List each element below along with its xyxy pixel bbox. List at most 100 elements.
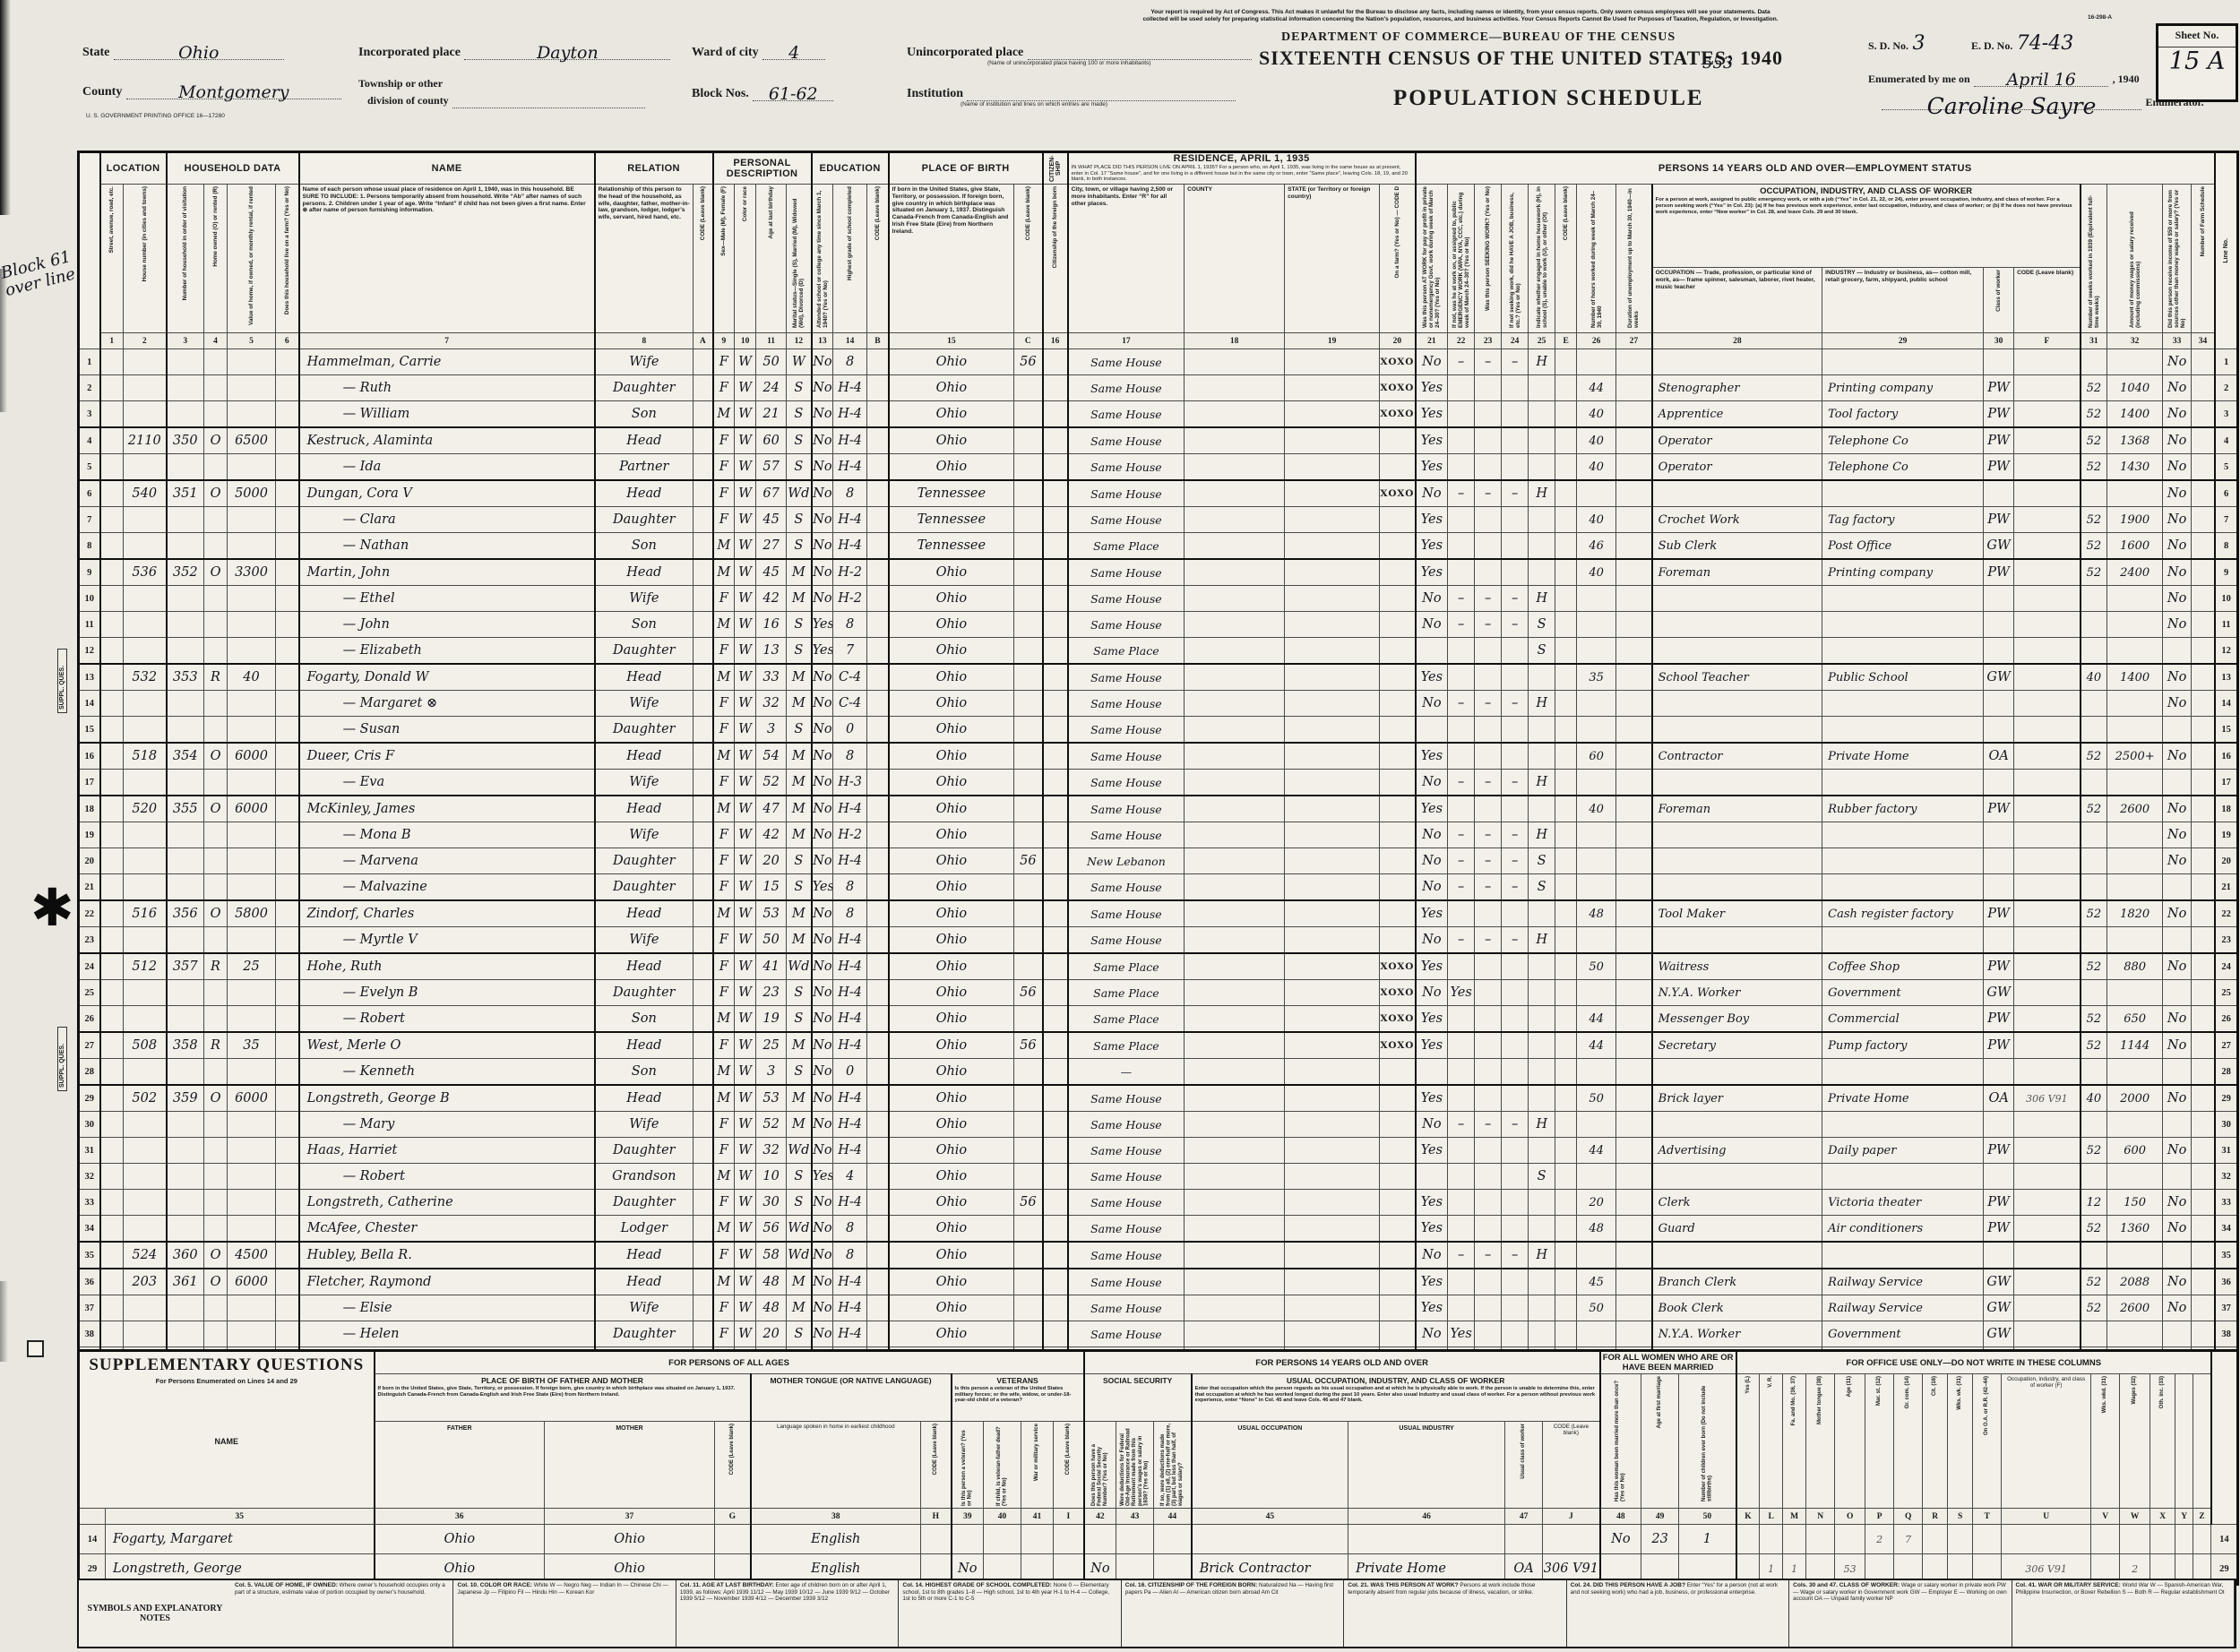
cell-occ: School Teacher [1650,663,1823,691]
cell-name: — Mary [297,1111,596,1138]
household-check-box[interactable] [27,1340,44,1357]
cell-own [203,822,228,848]
cell-age: 50 [755,348,788,375]
cell-house [122,637,168,665]
cell-sch: Yes [810,1163,834,1190]
cell-farm [275,848,300,874]
cell-c22: – [1447,690,1476,717]
cell-wage [2106,479,2164,507]
cell-st [1284,453,1381,481]
cell-occ: Crochet Work [1650,506,1823,533]
cell-cit [1041,1058,1069,1086]
cell-sex: M [711,1058,736,1086]
cell-c21: No [1414,585,1449,612]
cell-city: Same House [1066,426,1185,454]
cell-c25 [1528,532,1556,560]
cell-c25 [1528,979,1556,1006]
col-desc-ind: INDUSTRY — Industry or business, as— cot… [1822,267,1985,333]
cell-fs [2191,558,2216,586]
cell-fD: XOXO [1379,1005,1417,1033]
cell-cE [1555,532,1578,560]
cell-hrs: 44 [1576,374,1617,401]
cell-val [227,1189,277,1216]
cell-rel: Wife [593,822,694,848]
suppl-desc-Q: Gr. com. (14) [1893,1373,1924,1509]
cell-cE [1555,1163,1578,1190]
cell-age: 13 [755,637,788,665]
cell-hrs [1576,1321,1617,1347]
cell-bpl: Ohio [887,873,1015,901]
cell-street [99,900,124,927]
cell-hrs: 50 [1576,1295,1617,1321]
cell-age: 41 [755,952,788,980]
cell-bpl: Ohio [887,1268,1015,1295]
suppl-col-num-N: N [1805,1508,1836,1525]
cell-hrs [1576,873,1617,901]
cell-street [99,979,124,1006]
cell-cC [1013,506,1044,533]
suppl-col-num-v41: 41 [1021,1508,1055,1525]
cell-cnty [1184,400,1286,428]
suppl-col-num-w48: 48 [1598,1508,1642,1525]
cell-cit [1041,1031,1069,1059]
cell-mar: M [786,1031,813,1059]
cell-city: Same House [1066,1189,1185,1216]
cell-cnty [1184,1241,1286,1269]
cell-race: W [734,690,757,717]
cell-street [99,1085,124,1112]
cell-c21: Yes [1414,1268,1449,1295]
cell-c24 [1501,506,1529,533]
cell-c23: – [1474,873,1503,901]
cell-cC: 56 [1013,1031,1044,1059]
cell-cit [1041,742,1069,770]
suppl-cell-s44 [1153,1524,1193,1554]
cell-oth [2162,769,2193,796]
cell-c23: – [1474,1241,1503,1269]
cell-house: 502 [122,1084,168,1112]
sd-field: S. D. No. 3 [1868,32,1925,55]
cell-hrs [1576,690,1617,717]
suppl-desc-U: Occupation, industry, and class of worke… [2001,1373,2092,1509]
cell-oth: No [2162,742,2193,770]
cell-val [227,716,277,744]
cell-cE [1555,426,1578,454]
cell-sch: No [810,848,834,874]
cell-house [122,1005,168,1033]
footer-note-6: Col. 21. WAS THIS PERSON AT WORK? Person… [1344,1580,1567,1647]
cell-occ: Advertising [1650,1137,1823,1164]
cell-c23 [1474,1268,1503,1295]
cell-farm [275,690,300,717]
cell-c25 [1528,1137,1556,1164]
cell-mar: S [786,848,813,874]
col-desc-wks: Number of weeks worked in 1939 (Equivale… [2079,184,2108,333]
cell-street [99,1032,124,1059]
cell-name: Fogarty, Donald W [297,663,596,691]
cell-name: Longstreth, Catherine [297,1189,596,1216]
cell-c22: – [1447,822,1476,848]
cell-cE [1555,873,1578,901]
cell-cA [693,558,714,586]
cell-race: W [734,1058,757,1086]
cell-ln: 34 [78,1215,100,1243]
cell-st [1284,1189,1381,1216]
cell-mar: S [786,400,813,428]
col-desc-street: Street, avenue, road, etc. [99,184,124,333]
cell-farm [275,742,300,770]
col-desc-cit: Citizenship of the foreign born [1041,184,1069,333]
cell-wage [2106,611,2164,638]
cell-st [1284,1295,1381,1321]
cell-rn: 20 [2213,848,2239,874]
cell-st [1284,1111,1381,1138]
cell-cit [1041,1321,1069,1347]
cell-rn: 21 [2213,873,2239,901]
cell-hh: 357 [165,952,205,980]
cell-oth: No [2162,374,2193,401]
cell-street [99,585,124,612]
cell-cit [1041,690,1069,717]
cell-oth: No [2162,479,2193,507]
cell-cit [1041,979,1069,1006]
cell-age: 42 [755,822,788,848]
cell-occ [1650,822,1823,848]
cell-oth [2162,1163,2193,1190]
cell-oth [2162,979,2193,1006]
